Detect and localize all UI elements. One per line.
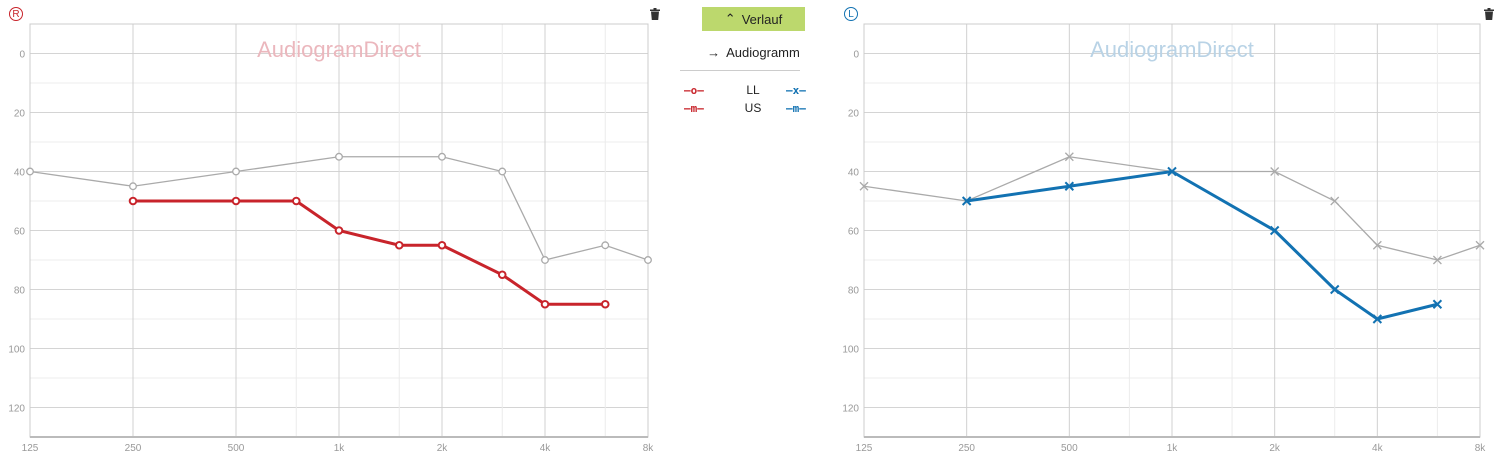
audiogram-left: 125 250 500 1k 2k 4k 8k 0 20 40 60 80 100 120 Audiogra… — [842, 23, 1487, 454]
divider — [680, 70, 800, 71]
watermark: AudiogramDirect — [257, 37, 421, 62]
x-tick-label: 8k — [1475, 443, 1487, 454]
data-point — [394, 240, 404, 250]
x-tick-label: 4k — [540, 443, 552, 454]
y-tick-label: 20 — [14, 109, 26, 120]
legend-row-ll: —o— LL —x— — [684, 81, 824, 99]
y-tick-label: 20 — [848, 109, 860, 120]
data-point — [497, 270, 507, 280]
data-point — [26, 167, 34, 176]
right-ear-badge: R — [9, 7, 23, 21]
y-tick-label: 120 — [842, 404, 859, 415]
data-point — [291, 196, 301, 206]
data-point — [1330, 196, 1340, 206]
x-tick-label: 1k — [334, 443, 346, 454]
data-point — [1372, 314, 1383, 324]
right-us-symbol: —m— — [684, 101, 704, 115]
data-point — [232, 167, 240, 176]
data-point — [498, 167, 507, 176]
data-point — [1372, 240, 1382, 250]
x-tick-label: 500 — [228, 443, 245, 454]
x-tick-label: 1k — [1167, 443, 1179, 454]
x-tick-label: 250 — [958, 443, 975, 454]
y-tick-label: 80 — [848, 286, 860, 297]
left-ll-symbol: —x— — [786, 83, 806, 97]
watermark: AudiogramDirect — [1090, 37, 1254, 62]
trash-icon[interactable] — [650, 8, 660, 20]
double-chevron-up-icon: ⌃ — [724, 11, 736, 26]
data-point — [601, 241, 610, 250]
legend: —o— LL —x— —m— US —m— — [684, 81, 824, 117]
data-point — [1432, 299, 1443, 309]
y-tick-label: 40 — [14, 168, 26, 179]
data-point — [1330, 284, 1340, 295]
y-tick-label: 60 — [848, 227, 860, 238]
y-tick-label: 80 — [14, 286, 26, 297]
trash-icon[interactable] — [1484, 8, 1494, 20]
data-point — [437, 240, 447, 250]
y-tick-label: 100 — [8, 345, 25, 356]
data-point — [438, 152, 446, 161]
left-us-symbol: —m— — [786, 101, 806, 115]
series-line-LL — [966, 169, 1438, 321]
data-point — [1432, 255, 1442, 265]
data-point — [335, 152, 343, 161]
audiogram-right: 125 250 500 1k 2k 4k 8k 0 20 40 60 80 100 120 Audiogra… — [8, 23, 655, 454]
data-point — [1270, 167, 1280, 176]
legend-label: LL — [746, 83, 760, 97]
data-point — [600, 299, 610, 309]
y-tick-label: 40 — [848, 168, 860, 179]
data-point — [129, 182, 137, 191]
right-ll-symbol: —o— — [684, 83, 704, 97]
legend-label: US — [744, 101, 762, 115]
audiogramm-label: Audiogramm — [726, 44, 800, 60]
data-point — [1269, 225, 1280, 236]
data-point — [644, 256, 652, 264]
x-tick-label: 125 — [22, 443, 39, 454]
y-tick-label: 120 — [8, 404, 25, 415]
y-tick-label: 0 — [853, 50, 859, 61]
data-point — [334, 226, 344, 235]
x-tick-label: 250 — [125, 443, 142, 454]
y-tick-label: 100 — [842, 345, 859, 356]
data-point — [1064, 181, 1075, 191]
data-point — [1475, 240, 1485, 250]
data-point — [961, 196, 972, 206]
verlauf-button[interactable]: ⌃ Verlauf — [702, 7, 805, 31]
legend-row-us: —m— US —m— — [684, 99, 824, 117]
x-tick-label: 8k — [643, 443, 655, 454]
y-tick-label: 60 — [14, 227, 26, 238]
verlauf-label: Verlauf — [741, 11, 783, 27]
audiogramm-button[interactable]: → Audiogramm — [702, 42, 805, 62]
x-tick-label: 4k — [1372, 443, 1384, 454]
x-tick-label: 500 — [1061, 443, 1078, 454]
data-point — [231, 196, 241, 206]
x-tick-label: 2k — [437, 443, 449, 454]
data-point — [540, 299, 550, 309]
left-ear-badge: L — [844, 7, 858, 21]
x-tick-label: 125 — [856, 443, 873, 454]
data-point — [541, 256, 549, 264]
arrow-right-icon: → — [707, 44, 721, 60]
data-point — [128, 196, 138, 206]
series-line-LL — [133, 199, 606, 306]
y-tick-label: 0 — [19, 50, 25, 61]
data-point — [1064, 152, 1074, 162]
data-point — [1167, 166, 1177, 177]
x-tick-label: 2k — [1269, 443, 1281, 454]
data-point — [859, 181, 869, 191]
